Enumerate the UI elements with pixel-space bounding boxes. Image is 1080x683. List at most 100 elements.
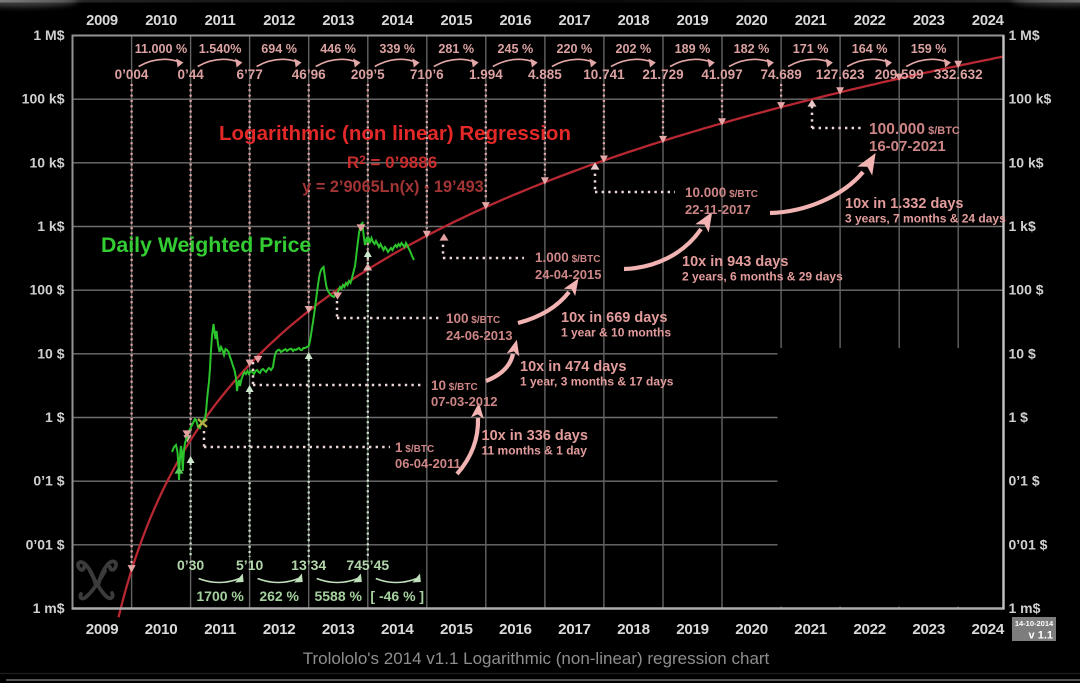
svg-text:R2 = 0’9886: R2 = 0’9886 (347, 153, 437, 172)
svg-text:10 $: 10 $ (37, 345, 64, 361)
svg-text:2010: 2010 (145, 13, 177, 29)
svg-text:11.000 %: 11.000 % (135, 42, 188, 56)
svg-text:1 M$: 1 M$ (1009, 27, 1040, 43)
svg-text:2022: 2022 (853, 621, 886, 638)
svg-text:745’45: 745’45 (346, 557, 389, 573)
svg-text:13’34: 13’34 (291, 557, 326, 573)
svg-text:v 1.1: v 1.1 (1029, 630, 1053, 642)
svg-text:100.000 $/BTC: 100.000 $/BTC (869, 121, 960, 138)
svg-text:2024: 2024 (971, 621, 1004, 638)
svg-text:2015: 2015 (440, 13, 472, 29)
svg-text:06-04-2011: 06-04-2011 (395, 456, 461, 471)
svg-text:171 %: 171 % (793, 42, 829, 56)
svg-text:0’01 $: 0’01 $ (1009, 536, 1048, 552)
svg-text:10x in 336 days: 10x in 336 days (482, 428, 588, 444)
svg-text:100 $: 100 $ (29, 282, 64, 298)
svg-text:3 years, 7 months & 24 days: 3 years, 7 months & 24 days (845, 212, 1006, 226)
svg-text:10 $: 10 $ (1009, 345, 1036, 361)
svg-text:2 years, 6 months & 29 days: 2 years, 6 months & 29 days (682, 270, 843, 284)
svg-text:2017: 2017 (558, 621, 591, 638)
svg-text:262 %: 262 % (259, 588, 299, 604)
svg-text:21.729: 21.729 (642, 67, 683, 82)
svg-text:2014: 2014 (381, 621, 414, 638)
svg-text:10 k$: 10 k$ (1009, 154, 1044, 170)
svg-text:1 $: 1 $ (1009, 409, 1029, 425)
svg-text:1700 %: 1700 % (196, 588, 244, 604)
svg-text:164 %: 164 % (852, 42, 888, 56)
svg-text:Logarithmic (non linear) Regre: Logarithmic (non linear) Regression (219, 122, 571, 145)
svg-text:2009: 2009 (86, 13, 118, 29)
svg-text:y = 2’9065Ln(x) - 19’493: y = 2’9065Ln(x) - 19’493 (302, 178, 483, 196)
svg-text:127.623: 127.623 (816, 67, 865, 82)
svg-text:1 $/BTC: 1 $/BTC (395, 440, 434, 455)
svg-text:0’1 $: 0’1 $ (33, 473, 64, 489)
svg-text:220 %: 220 % (556, 42, 592, 56)
svg-text:1 m$: 1 m$ (33, 600, 65, 616)
svg-text:24-06-2013: 24-06-2013 (446, 328, 513, 343)
svg-text:14-10-2014: 14-10-2014 (1015, 619, 1054, 628)
svg-text:0’1 $: 0’1 $ (1009, 473, 1040, 489)
svg-text:2013: 2013 (322, 13, 354, 29)
svg-text:2019: 2019 (677, 13, 709, 29)
svg-text:41.097: 41.097 (701, 67, 742, 82)
svg-text:182 %: 182 % (734, 42, 770, 56)
svg-text:159 %: 159 % (911, 42, 947, 56)
svg-text:332.632: 332.632 (934, 67, 983, 82)
svg-text:2015: 2015 (440, 621, 473, 638)
svg-text:1 $: 1 $ (45, 409, 65, 425)
svg-text:1 m$: 1 m$ (1009, 600, 1041, 616)
svg-text:0’004: 0’004 (115, 67, 149, 82)
svg-text:245 %: 245 % (497, 42, 533, 56)
svg-text:2023: 2023 (913, 13, 945, 29)
svg-text:100 $: 100 $ (1009, 282, 1044, 298)
svg-text:6’77: 6’77 (237, 67, 263, 82)
svg-text:2009: 2009 (86, 621, 119, 638)
svg-text:202 %: 202 % (616, 42, 652, 56)
svg-text:[ -46 % ]: [ -46 % ] (370, 588, 424, 604)
svg-text:1 M$: 1 M$ (33, 27, 64, 43)
svg-text:0’44: 0’44 (177, 67, 204, 82)
svg-text:10.000 $/BTC: 10.000 $/BTC (685, 185, 758, 200)
svg-text:2010: 2010 (145, 621, 178, 638)
svg-text:2021: 2021 (795, 13, 827, 29)
svg-text:10x in 669 days: 10x in 669 days (561, 310, 667, 326)
svg-text:16-07-2021: 16-07-2021 (869, 138, 946, 155)
svg-text:Daily Weighted Price: Daily Weighted Price (101, 233, 311, 257)
svg-text:209.599: 209.599 (875, 67, 924, 82)
svg-text:10 k$: 10 k$ (29, 154, 64, 170)
svg-text:4.885: 4.885 (528, 67, 562, 82)
svg-text:339 %: 339 % (379, 42, 415, 56)
svg-text:100 k$: 100 k$ (22, 91, 65, 107)
svg-text:10x in 943 days: 10x in 943 days (682, 254, 788, 270)
svg-text:2020: 2020 (735, 621, 768, 638)
svg-text:10 $/BTC: 10 $/BTC (431, 378, 478, 393)
svg-text:1 year & 10 months: 1 year & 10 months (561, 326, 671, 340)
svg-text:1 k$: 1 k$ (37, 218, 64, 234)
svg-text:2024: 2024 (972, 13, 1005, 29)
svg-text:2014: 2014 (381, 13, 414, 29)
svg-text:209’5: 209’5 (351, 67, 385, 82)
svg-text:Trolololo's 2014 v1.1 Logarith: Trolololo's 2014 v1.1 Logarithmic (non-l… (303, 649, 770, 668)
svg-text:2023: 2023 (912, 621, 945, 638)
svg-text:11 months & 1 day: 11 months & 1 day (482, 444, 588, 458)
svg-text:22-11-2017: 22-11-2017 (685, 202, 751, 217)
svg-text:10x in 1.332 days: 10x in 1.332 days (845, 196, 964, 212)
svg-text:2016: 2016 (499, 621, 532, 638)
svg-text:1.000 $/BTC: 1.000 $/BTC (535, 250, 600, 265)
svg-text:2011: 2011 (205, 13, 236, 29)
svg-text:100 k$: 100 k$ (1009, 91, 1052, 107)
svg-text:46’96: 46’96 (292, 67, 326, 82)
svg-text:2013: 2013 (322, 621, 355, 638)
svg-text:1 year, 3 months & 17 days: 1 year, 3 months & 17 days (520, 375, 674, 389)
svg-text:1.994: 1.994 (469, 67, 503, 82)
svg-text:281 %: 281 % (438, 42, 474, 56)
svg-text:446 %: 446 % (320, 42, 356, 56)
svg-text:2022: 2022 (854, 13, 886, 29)
svg-text:189 %: 189 % (675, 42, 711, 56)
svg-text:10x in 474 days: 10x in 474 days (520, 359, 626, 375)
svg-text:1.540%: 1.540% (199, 42, 242, 56)
svg-text:5’10: 5’10 (236, 557, 263, 573)
svg-text:24-04-2015: 24-04-2015 (535, 267, 602, 282)
svg-text:10.741: 10.741 (583, 67, 625, 82)
svg-text:5588 %: 5588 % (314, 588, 362, 604)
